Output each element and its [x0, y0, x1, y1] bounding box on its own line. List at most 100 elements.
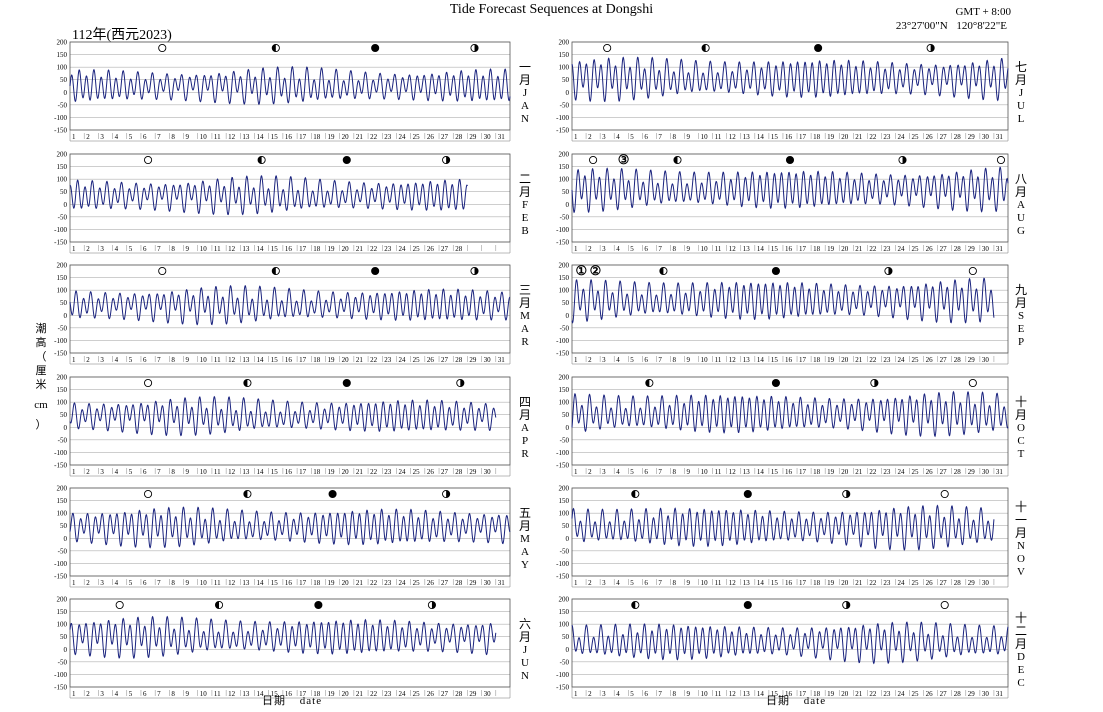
x-tick-label: 25	[413, 579, 421, 587]
moon-first-quarter-icon	[842, 489, 851, 499]
x-tick-label: 1	[574, 579, 578, 587]
x-tick-label: 10	[701, 356, 709, 364]
month-label-char: 十	[1014, 610, 1027, 625]
month-label-char: 月	[1014, 636, 1027, 651]
y-tick-label: -50	[560, 213, 570, 221]
x-tick-label: 12	[729, 245, 737, 253]
x-tick-label: 1	[574, 468, 578, 476]
y-tick-label: 0	[566, 89, 570, 97]
x-tick-label: 5	[129, 245, 133, 253]
x-tick-label: 8	[672, 133, 676, 141]
x-tick-label: 26	[427, 133, 435, 141]
x-tick-label: 1	[574, 356, 578, 364]
x-tick-label: 4	[115, 245, 119, 253]
x-tick-label: 24	[398, 133, 406, 141]
x-tick-label: 20	[342, 133, 350, 141]
x-tick-label: 12	[228, 356, 236, 364]
x-tick-label: 22	[370, 245, 378, 253]
x-tick-label: 1	[574, 133, 578, 141]
y-axis-label-char: 潮	[35, 323, 47, 335]
x-tick-label: 29	[469, 579, 477, 587]
x-tick-label: 29	[469, 468, 477, 476]
x-tick-label: 29	[469, 133, 477, 141]
y-axis-label-char: 高	[35, 337, 47, 349]
month-label-char: O	[1017, 552, 1025, 565]
y-tick-label: -150	[556, 350, 569, 358]
x-tick-label: 24	[897, 690, 905, 698]
y-tick-label: -150	[556, 684, 569, 692]
y-tick-label: 150	[559, 608, 570, 616]
event-marker: ①	[576, 263, 588, 278]
y-tick-label: 50	[60, 299, 68, 307]
y-tick-label: 200	[559, 374, 570, 382]
x-tick-label: 11	[214, 133, 221, 141]
x-tick-label: 4	[616, 133, 620, 141]
x-tick-label: 23	[384, 356, 392, 364]
x-tick-label: 19	[327, 468, 335, 476]
x-tick-label: 10	[701, 133, 709, 141]
x-tick-label: 2	[588, 579, 592, 587]
y-tick-label: -100	[54, 226, 67, 234]
x-tick-label: 20	[841, 468, 849, 476]
x-tick-label: 30	[982, 356, 990, 364]
x-tick-label: 14	[257, 133, 265, 141]
moon-last-quarter-icon	[271, 43, 280, 53]
x-tick-label: 16	[285, 245, 293, 253]
y-tick-label: -100	[54, 337, 67, 345]
x-tick-label: 16	[785, 133, 793, 141]
x-tick-label: 23	[883, 579, 891, 587]
x-tick-label: 30	[982, 690, 990, 698]
y-tick-label: -100	[54, 560, 67, 568]
x-tick-label: 3	[602, 133, 606, 141]
y-tick-label: -50	[58, 436, 68, 444]
x-tick-label: 19	[327, 245, 335, 253]
x-tick-label: 13	[743, 356, 751, 364]
x-tick-label: 13	[743, 468, 751, 476]
x-tick-label: 26	[926, 468, 934, 476]
y-tick-label: 200	[57, 596, 68, 604]
x-tick-label: 5	[129, 356, 133, 364]
x-tick-label: 6	[644, 356, 648, 364]
month-label-char: A	[521, 422, 529, 434]
x-tick-label: 17	[799, 579, 807, 587]
x-tick-label: 26	[427, 690, 435, 698]
x-tick-label: 4	[115, 468, 119, 476]
x-tick-label: 3	[602, 356, 606, 364]
x-tick-label: 24	[398, 690, 406, 698]
x-tick-label: 23	[384, 133, 392, 141]
x-tick-label: 25	[912, 468, 920, 476]
x-tick-label: 18	[813, 133, 821, 141]
x-tick-label: 10	[701, 468, 709, 476]
month-label-char: J	[522, 87, 528, 99]
x-tick-label: 16	[285, 690, 293, 698]
x-tick-label: 13	[743, 690, 751, 698]
x-tick-label: 6	[644, 468, 648, 476]
y-tick-label: -150	[556, 573, 569, 581]
x-tick-label: 23	[883, 468, 891, 476]
plot-frame	[69, 598, 511, 688]
x-tick-label: 29	[469, 690, 477, 698]
moon-first-quarter-icon	[470, 266, 479, 276]
x-tick-label: 19	[327, 579, 335, 587]
x-tick-label: 28	[954, 245, 962, 253]
timezone-label: GMT + 8:00	[955, 6, 1011, 18]
x-tick-label: 19	[827, 356, 835, 364]
x-tick-label: 6	[143, 690, 147, 698]
x-tick-label: 14	[757, 133, 765, 141]
moon-first-quarter-icon	[898, 155, 907, 165]
tide-line-may	[69, 506, 511, 549]
x-tick-label: 4	[115, 133, 119, 141]
x-tick-label: 25	[413, 690, 421, 698]
x-tick-label: 20	[342, 356, 350, 364]
month-label-char: Y	[521, 559, 529, 571]
x-tick-label: 1	[72, 133, 76, 141]
x-tick-label: 7	[658, 579, 662, 587]
x-tick-label: 17	[299, 133, 307, 141]
x-tick-label: 27	[441, 245, 449, 253]
x-tick-label: 9	[687, 690, 691, 698]
